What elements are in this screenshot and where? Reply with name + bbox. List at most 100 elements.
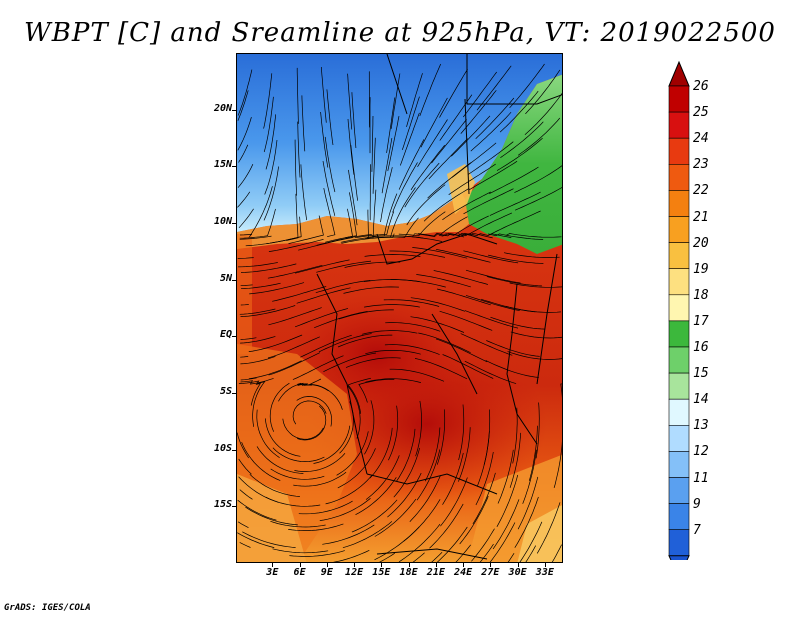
streamline	[438, 215, 489, 237]
streamline	[239, 208, 276, 239]
x-tick-mark	[517, 563, 519, 567]
streamline	[364, 304, 420, 308]
streamline	[320, 66, 327, 123]
streamline	[238, 380, 262, 406]
colorbar-swatch	[668, 137, 690, 165]
x-tick-mark	[544, 563, 546, 567]
sw-corner-zone	[237, 474, 307, 562]
streamline	[301, 95, 306, 152]
streamline	[296, 396, 333, 427]
streamline	[268, 352, 320, 376]
streamline	[472, 472, 496, 525]
streamline	[263, 73, 273, 129]
streamline	[270, 468, 325, 480]
streamline	[465, 295, 520, 312]
streamline	[463, 188, 514, 215]
streamline	[514, 187, 562, 211]
streamline	[410, 297, 466, 312]
streamline	[365, 378, 421, 383]
streamline	[264, 418, 301, 457]
y-tick-label: 10S	[213, 442, 232, 454]
x-tick-mark	[435, 563, 437, 567]
streamline	[338, 309, 394, 320]
streamline	[296, 67, 299, 124]
country-borders	[316, 54, 562, 560]
colorbar-label: 16	[693, 340, 709, 355]
streamline	[386, 235, 443, 242]
streamline	[509, 282, 562, 288]
streamline	[535, 402, 540, 459]
colorbar-swatch	[668, 216, 690, 243]
streamline	[337, 448, 376, 489]
streamline	[389, 368, 445, 382]
streamline	[361, 330, 418, 335]
streamline	[240, 356, 249, 358]
colorbar-label: 7	[693, 522, 701, 538]
streamline	[297, 121, 301, 178]
streamline	[435, 338, 488, 363]
colorbar	[668, 60, 690, 560]
streamline	[240, 336, 276, 344]
streamline	[409, 475, 441, 522]
y-tick-mark	[232, 393, 236, 394]
streamline	[485, 360, 539, 378]
x-tick-label: 9E	[320, 567, 333, 578]
streamline	[418, 332, 471, 354]
streamline	[490, 316, 545, 330]
streamline	[344, 192, 357, 239]
streamline	[442, 191, 491, 221]
x-tick-mark	[490, 563, 492, 567]
streamline	[294, 453, 346, 472]
streamline	[239, 234, 253, 236]
streamline	[492, 499, 520, 550]
x-tick-label: 6E	[293, 567, 306, 578]
streamline	[238, 262, 278, 268]
streamline	[410, 144, 445, 191]
streamline	[347, 377, 372, 414]
streamline	[337, 334, 393, 348]
streamline	[347, 118, 355, 175]
streamline	[297, 405, 327, 441]
streamline	[517, 117, 561, 156]
streamline	[344, 261, 401, 268]
streamline	[404, 162, 440, 208]
streamline	[240, 377, 257, 381]
streamline	[464, 310, 519, 329]
streamline	[477, 431, 490, 486]
streamline	[439, 310, 493, 331]
streamline	[387, 116, 400, 172]
colorbar-swatch	[668, 477, 690, 504]
streamline	[245, 506, 298, 526]
streamline	[249, 282, 305, 295]
streamline	[365, 455, 400, 500]
colorbar-swatch	[668, 111, 690, 139]
streamline	[517, 476, 539, 530]
streamline	[386, 97, 396, 153]
streamline	[345, 357, 401, 368]
streamline	[320, 111, 329, 168]
streamline	[351, 499, 398, 533]
streamline	[240, 263, 297, 273]
y-tick-mark	[232, 109, 236, 111]
streamline	[369, 427, 393, 479]
streamline	[519, 521, 543, 562]
streamline	[364, 400, 375, 455]
streamline	[489, 522, 516, 562]
streamline	[325, 474, 373, 505]
wbpt-map	[237, 54, 562, 562]
colorbar-swatch	[668, 242, 690, 270]
streamline	[237, 257, 254, 259]
streamline	[265, 114, 277, 170]
streamline	[237, 90, 249, 121]
streamline	[429, 503, 464, 549]
streamline	[268, 239, 324, 252]
streamline	[505, 233, 562, 238]
streamline	[308, 378, 343, 410]
y-tick-label: EQ	[219, 329, 232, 341]
streamline	[486, 340, 540, 357]
streamline	[238, 458, 252, 475]
streamline	[323, 352, 377, 373]
streamline	[239, 308, 276, 315]
streamline	[431, 119, 467, 164]
streamline	[355, 477, 397, 516]
